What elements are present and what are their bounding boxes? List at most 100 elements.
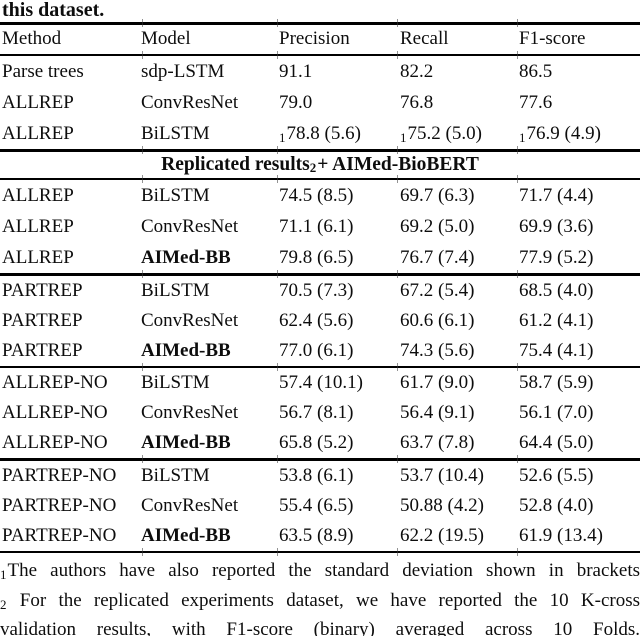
rule-tick [142,270,143,278]
table-row: PARTREP ConvResNet 62.4 (5.6) 60.6 (6.1) 61.… [0,306,640,336]
precision-cell: 56.7 (8.1) [279,402,354,423]
method-cell: PARTREP-NO [2,464,117,486]
f1-cell: 75.4 (4.1) [519,339,594,361]
table-rule [0,547,640,556]
rule-tick [142,174,143,183]
model-cell: BiLSTM [141,464,210,486]
rule-tick [277,547,278,556]
f1-cell: 56.1 (7.0) [519,402,594,423]
model-cell: BiLSTM [141,184,210,206]
recall-cell: 60.6 (6.1) [400,309,475,331]
f1-cell: 58.7 (5.9) [519,372,594,393]
rule-tick [142,19,143,27]
precision-cell: 65.8 (5.2) [279,432,354,453]
table-row: ALLREP-NO ConvResNet 56.7 (8.1) 56.4 (9.1) 5… [0,398,640,428]
precision-cell: 53.8 (6.1) [279,464,354,486]
table-row: ALLREP-NO BiLSTM 57.4 (10.1) 61.7 (9.0) 58.7… [0,368,640,398]
table-row: PARTREP-NO AIMed-BB 63.5 (8.9) 62.2 (19.5) 6… [0,521,640,551]
method-cell: PARTREP [2,309,83,331]
rule-tick [277,50,278,59]
f1-cell: 64.4 (5.0) [519,432,594,453]
subscript-marker: 1 [0,567,7,582]
method-cell: Parse trees [2,60,84,82]
f1-cell: 61.9 (13.4) [519,524,603,546]
precision-cell: 178.8 (5.6) [279,122,361,145]
rule-tick [397,50,398,59]
subscript-marker: 1 [400,129,407,145]
table-row: ALLREP BiLSTM 178.8 (5.6) 175.2 (5.0) 176.9 … [0,118,640,149]
recall-cell: 50.88 (4.2) [400,494,484,516]
f1-cell: 86.5 [519,60,553,82]
recall-cell: 61.7 (9.0) [400,372,475,393]
rule-tick [397,547,398,556]
rule-tick [142,50,143,59]
rule-tick [142,362,143,371]
rule-tick [277,174,278,183]
recall-cell: 76.7 (7.4) [400,246,475,268]
subscript-marker: 1 [519,129,526,145]
table-rule [0,19,640,27]
table-row: ALLREP ConvResNet 71.1 (6.1) 69.2 (5.0) 69.9… [0,211,640,242]
table-row: ALLREP-NO AIMed-BB 65.8 (5.2) 63.7 (7.8) 64.… [0,428,640,458]
model-cell: ConvResNet [141,494,239,516]
f1-cell: 71.7 (4.4) [519,184,594,206]
method-cell: PARTREP-NO [2,494,117,516]
rule-tick [277,146,278,154]
table-row: ALLREP BiLSTM 74.5 (8.5) 69.7 (6.3) 71.7 (4.… [0,180,640,211]
rule-tick [277,19,278,27]
recall-cell: 82.2 [400,60,434,82]
subscript-marker: 2 [0,596,7,612]
f1-cell: 52.8 (4.0) [519,494,594,516]
precision-cell: 70.5 (7.3) [279,279,354,301]
model-cell: sdp-LSTM [141,60,225,82]
recall-cell: 67.2 (5.4) [400,279,475,301]
footnote-line: 1The authors have also reported the stan… [0,560,640,582]
recall-cell: 76.8 [400,91,434,113]
rule-tick [397,362,398,371]
table-row: PARTREP BiLSTM 70.5 (7.3) 67.2 (5.4) 68.5 (4… [0,276,640,306]
f1-cell: 52.6 (5.5) [519,464,594,486]
rule-tick [397,174,398,183]
method-cell: PARTREP [2,339,83,361]
method-cell: ALLREP [2,215,74,237]
model-cell: BiLSTM [141,279,210,301]
rule-tick [277,270,278,278]
model-cell: AIMed-BB [141,432,231,453]
method-cell: ALLREP [2,91,74,113]
method-cell: PARTREP [2,279,83,301]
column-header-row: Method Model Precision Recall F1-score [0,25,640,54]
f1-cell: 69.9 (3.6) [519,215,594,237]
model-cell: BiLSTM [141,122,210,144]
table-row: PARTREP-NO BiLSTM 53.8 (6.1) 53.7 (10.4) 52.… [0,461,640,491]
table-footnotes: 1The authors have also reported the stan… [0,553,640,636]
recall-cell: 69.7 (6.3) [400,184,475,206]
table-row: PARTREP-NO ConvResNet 55.4 (6.5) 50.88 (4.2… [0,491,640,521]
recall-cell: 63.7 (7.8) [400,432,475,453]
rule-tick [397,455,398,463]
rule-tick [517,174,518,183]
recall-cell: 56.4 (9.1) [400,402,475,423]
rule-tick [142,146,143,154]
recall-cell: 53.7 (10.4) [400,464,484,486]
results-table: Method Model Precision Recall F1-score Parse … [0,19,640,556]
table-rule [0,50,640,59]
model-cell: ConvResNet [141,215,239,237]
subscript-marker: 1 [279,129,286,145]
model-cell: BiLSTM [141,372,210,393]
rule-tick [517,50,518,59]
rule-tick [142,547,143,556]
column-header: Precision [279,28,350,49]
table-caption-tail: this dataset. [2,0,105,21]
model-cell: AIMed-BB [141,524,231,546]
model-cell: AIMed-BB [141,339,231,361]
footnote-line: 2 For the replicated experiments dataset… [0,589,640,612]
column-header: Recall [400,28,449,49]
f1-cell: 176.9 (4.9) [519,122,601,145]
column-header: Model [141,28,191,49]
rule-tick [142,455,143,463]
rule-tick [277,362,278,371]
rule-tick [517,19,518,27]
table-rule [0,270,640,278]
model-cell: ConvResNet [141,309,239,331]
